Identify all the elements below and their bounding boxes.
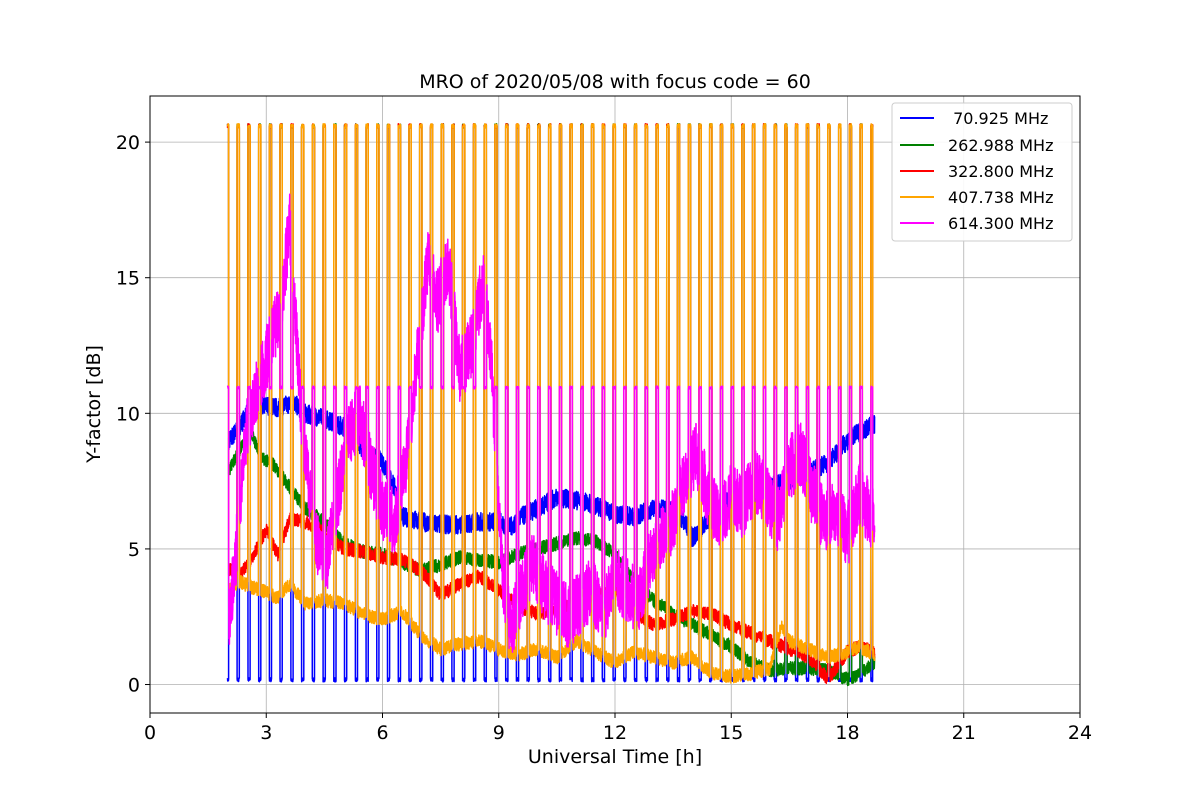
y-tick-label: 0 (128, 675, 140, 697)
x-tick-label: 12 (603, 722, 627, 744)
x-tick-label: 3 (260, 722, 272, 744)
x-tick-label: 21 (952, 722, 976, 744)
y-axis-label: Y-factor [dB] (83, 345, 105, 464)
legend: 70.925 MHz 262.988 MHz 322.800 MHz 407.7… (891, 102, 1073, 242)
y-tick-label: 5 (128, 539, 140, 561)
x-tick-label: 18 (835, 722, 859, 744)
legend-label-262-988: 262.988 MHz (948, 136, 1053, 155)
series-line-407-738 (226, 123, 876, 684)
legend-box (891, 102, 1073, 242)
x-tick-label: 9 (493, 722, 505, 744)
legend-label-407-738: 407.738 MHz (948, 188, 1053, 207)
series-layer (226, 123, 876, 687)
chart-title: MRO of 2020/05/08 with focus code = 60 (419, 71, 811, 93)
x-axis-label: Universal Time [h] (528, 746, 702, 768)
y-tick-label: 15 (116, 268, 140, 290)
plot-area (226, 123, 876, 687)
legend-label-322-800: 322.800 MHz (948, 162, 1053, 181)
x-tick-label: 24 (1068, 722, 1092, 744)
y-tick-label: 10 (116, 403, 140, 425)
axis-ticks: 0 3 6 9 12 15 18 21 24 0 5 10 15 20 (116, 132, 1092, 744)
x-tick-label: 15 (719, 722, 743, 744)
legend-label-70-925: 70.925 MHz (948, 109, 1048, 128)
x-tick-label: 0 (144, 722, 156, 744)
y-tick-label: 20 (116, 132, 140, 154)
series-line-614-300 (226, 193, 876, 653)
x-tick-label: 6 (376, 722, 388, 744)
legend-label-614-300: 614.300 MHz (948, 214, 1053, 233)
